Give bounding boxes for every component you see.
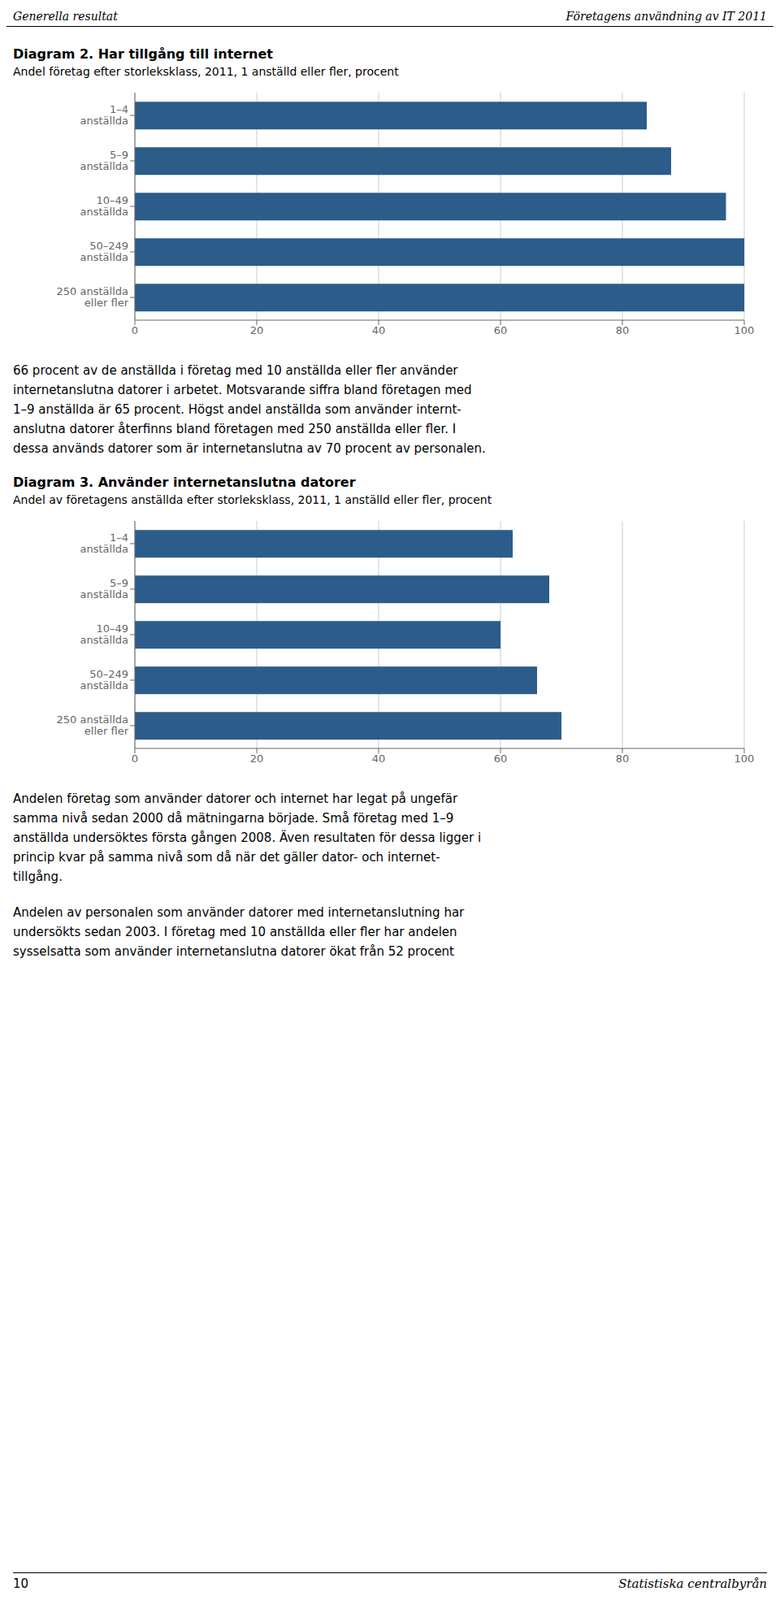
svg-text:100: 100 xyxy=(734,324,755,337)
html-text:Diagram 3. Använder internetan: Diagram 3. Använder internetanslutna dat… xyxy=(13,474,356,490)
html-text:tillgång.: tillgång. xyxy=(13,869,63,884)
svg-text:0: 0 xyxy=(131,324,139,337)
svg-text:40: 40 xyxy=(372,752,386,765)
svg-text:80: 80 xyxy=(615,752,630,765)
html-text:66 procent av de anställda i f: 66 procent av de anställda i företag med… xyxy=(13,363,458,378)
svg-text:10–49anställda: 10–49anställda xyxy=(80,622,129,646)
html-text:undersökts sedan 2003. I föret: undersökts sedan 2003. I företag med 10 … xyxy=(13,924,458,940)
html-text:dessa används datorer som är i: dessa används datorer som är internetans… xyxy=(13,441,486,456)
html-text:princip kvar på samma nivå som: princip kvar på samma nivå som då när de… xyxy=(13,849,441,865)
svg-text:50–249anställda: 50–249anställda xyxy=(80,239,129,264)
svg-text:10–49anställda: 10–49anställda xyxy=(80,194,129,218)
html-text:sysselsatta som använder inter: sysselsatta som använder internetanslutn… xyxy=(13,944,455,959)
html-text:Statistiska centralbyrån: Statistiska centralbyrån xyxy=(618,1576,767,1591)
html-text:Andel företag efter storlekskl: Andel företag efter storleksklass, 2011,… xyxy=(13,65,399,78)
svg-text:60: 60 xyxy=(494,752,508,765)
svg-text:5–9anställda: 5–9anställda xyxy=(80,576,129,601)
svg-text:20: 20 xyxy=(250,752,265,765)
html-text:Andelen företag som använder d: Andelen företag som använder datorer och… xyxy=(13,791,458,806)
svg-text:20: 20 xyxy=(250,324,265,337)
html-text:Andelen av personalen som anvä: Andelen av personalen som använder dator… xyxy=(13,905,465,920)
svg-text:80: 80 xyxy=(615,324,630,337)
html-text:samma nivå sedan 2000 då mätni: samma nivå sedan 2000 då mätningarna bör… xyxy=(13,810,454,826)
html-text:Generella resultat: Generella resultat xyxy=(13,9,118,23)
html-text:1–9 anställda är 65 procent. H: 1–9 anställda är 65 procent. Högst andel… xyxy=(13,402,462,417)
html-text:10: 10 xyxy=(13,1576,29,1591)
svg-text:5–9anställda: 5–9anställda xyxy=(80,148,129,173)
svg-text:50–249anställda: 50–249anställda xyxy=(80,667,129,692)
html-text:anställda undersöktes första g: anställda undersöktes första gången 2008… xyxy=(13,830,482,845)
svg-text:250 anställdaeller fler: 250 anställdaeller fler xyxy=(56,285,130,309)
html-text:internetanslutna datorer i arb: internetanslutna datorer i arbetet. Mots… xyxy=(13,382,472,398)
html-text:Diagram 2. Har tillgång till i: Diagram 2. Har tillgång till internet xyxy=(13,46,273,62)
svg-text:60: 60 xyxy=(494,324,508,337)
html-text:Företagens användning av IT 20: Företagens användning av IT 2011 xyxy=(565,9,767,23)
svg-text:100: 100 xyxy=(734,752,755,765)
svg-text:1–4anställda: 1–4anställda xyxy=(80,103,129,127)
html-text:Andel av företagens anställda: Andel av företagens anställda efter stor… xyxy=(13,493,492,507)
svg-text:1–4anställda: 1–4anställda xyxy=(80,531,129,555)
svg-text:40: 40 xyxy=(372,324,386,337)
html-text:anslutna datorer återfinns bla: anslutna datorer återfinns bland företag… xyxy=(13,421,456,437)
svg-text:250 anställdaeller fler: 250 anställdaeller fler xyxy=(56,713,130,737)
svg-text:0: 0 xyxy=(131,752,139,765)
